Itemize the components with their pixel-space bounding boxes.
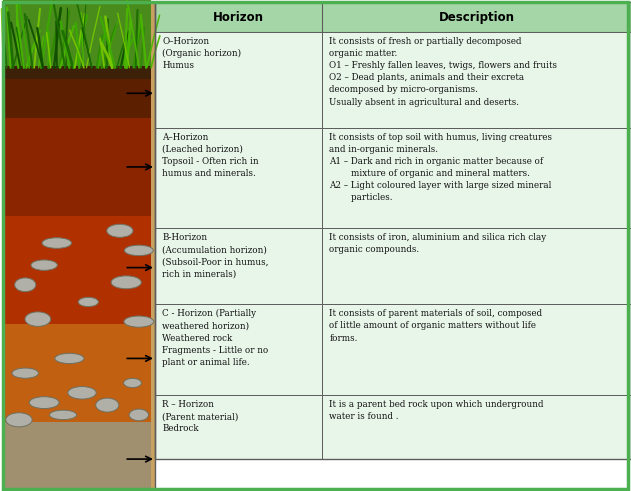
Bar	[155, 2, 631, 459]
Bar	[3, 324, 151, 422]
Bar	[3, 0, 151, 79]
Bar	[155, 395, 322, 459]
Ellipse shape	[124, 379, 141, 387]
Bar	[322, 128, 631, 228]
Text: R – Horizon
(Parent material)
Bedrock: R – Horizon (Parent material) Bedrock	[162, 400, 239, 434]
Ellipse shape	[25, 312, 50, 327]
Ellipse shape	[124, 316, 154, 327]
Ellipse shape	[107, 224, 133, 237]
Ellipse shape	[55, 354, 84, 363]
Text: It is a parent bed rock upon which underground
water is found .: It is a parent bed rock upon which under…	[329, 400, 544, 421]
Ellipse shape	[111, 276, 141, 289]
Ellipse shape	[49, 410, 77, 420]
Ellipse shape	[68, 386, 97, 399]
Text: It consists of iron, aluminium and silica rich clay
organic compounds.: It consists of iron, aluminium and silic…	[329, 233, 546, 254]
Bar	[155, 2, 631, 32]
Bar	[3, 216, 151, 324]
Bar	[3, 2, 155, 489]
Bar	[3, 118, 151, 216]
Bar	[322, 395, 631, 459]
Ellipse shape	[78, 298, 98, 306]
Text: It consists of parent materials of soil, composed
of little amount of organic ma: It consists of parent materials of soil,…	[329, 309, 543, 343]
Text: A–Horizon
(Leached horizon)
Topsoil - Often rich in
humus and minerals.: A–Horizon (Leached horizon) Topsoil - Of…	[162, 133, 259, 178]
Ellipse shape	[129, 409, 148, 421]
Ellipse shape	[12, 368, 38, 378]
Text: Horizon: Horizon	[213, 11, 264, 24]
Bar	[3, 2, 155, 489]
Bar	[155, 32, 322, 128]
Bar	[155, 228, 322, 304]
Bar	[322, 304, 631, 395]
Ellipse shape	[15, 278, 36, 292]
Ellipse shape	[6, 413, 32, 427]
Ellipse shape	[29, 397, 59, 409]
Text: C - Horizon (Partially
weathered horizon)
Weathered rock
Fragments - Little or n: C - Horizon (Partially weathered horizon…	[162, 309, 268, 367]
Text: B-Horizon
(Accumulation horizon)
(Subsoil-Poor in humus,
rich in minerals): B-Horizon (Accumulation horizon) (Subsoi…	[162, 233, 269, 279]
Ellipse shape	[124, 245, 153, 256]
Text: It consists of top soil with humus, living creatures
and in-organic minerals.
A1: It consists of top soil with humus, livi…	[329, 133, 552, 202]
Bar	[322, 32, 631, 128]
Text: Description: Description	[439, 11, 514, 24]
Text: O–Horizon
(Organic horizon)
Humus: O–Horizon (Organic horizon) Humus	[162, 37, 241, 70]
Bar	[3, 66, 151, 79]
Bar	[3, 422, 151, 491]
Ellipse shape	[96, 398, 119, 412]
Ellipse shape	[42, 238, 71, 248]
Ellipse shape	[31, 260, 57, 271]
Bar	[155, 304, 322, 395]
Bar	[155, 128, 322, 228]
Bar	[322, 228, 631, 304]
Text: It consists of fresh or partially decomposed
organic matter.
O1 – Freshly fallen: It consists of fresh or partially decomp…	[329, 37, 557, 107]
Bar	[3, 79, 151, 118]
